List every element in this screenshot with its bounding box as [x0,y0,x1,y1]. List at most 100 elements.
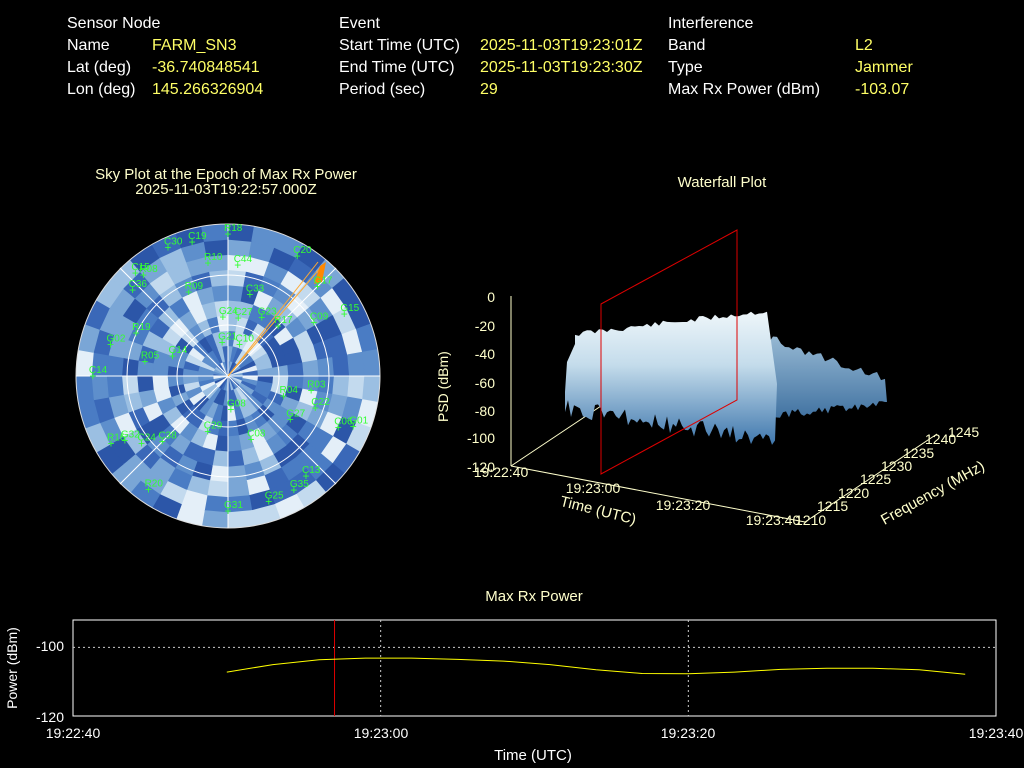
satellite-label: C20 [293,245,312,256]
satellite-marker: + [205,256,212,270]
sky-cell [208,465,229,483]
satellite-label: R08 [139,264,158,275]
sensor-lon-value: 145.266326904 [152,81,264,98]
satellite-label: G27 [286,409,305,420]
sky-cell [105,354,124,377]
satellite-marker: + [310,315,317,329]
sky-cell [227,435,242,453]
time-tick: 19:22:40 [474,464,529,480]
satellite-marker: + [121,433,128,447]
sensor-name-label: Name [67,37,110,54]
satellite-marker: + [107,437,114,451]
event-header: Event [339,15,380,32]
freq-tick: 1210 [795,512,826,528]
sky-cell [121,375,139,396]
interference-band-label: Band [668,37,706,54]
satellite-marker: + [141,354,148,368]
event-start-value: 2025-11-03T19:23:01Z [480,37,643,54]
satellite-marker: + [169,349,176,363]
power-line [226,657,966,675]
satellite-marker: + [235,311,242,325]
psd-tick: -120 [467,459,495,475]
power-y-ticks: -100 -120 [36,638,64,725]
event-period-value: 29 [480,81,498,98]
satellite-layer: +R18+C30 +C19+C20+R10+C44+C15+R08+C36+R09… [89,223,369,518]
freq-ticks: 1210 1215 1220 1225 1230 1235 1240 1245 [795,424,979,528]
satellite-label: C29 [204,421,223,432]
satellite-label: R05 [141,350,160,361]
sky-cell [287,362,305,377]
interference-band-value: L2 [855,37,873,54]
satellite-label: G25 [265,490,284,501]
satellite-marker: + [302,469,309,483]
psd-tick: -60 [475,375,495,391]
satellite-marker: + [185,285,192,299]
interference-power-value: -103.07 [855,81,910,98]
satellite-label: R09 [185,281,204,292]
sky-cell [227,510,255,528]
satellite-label: R17 [274,315,293,326]
power-plot-frame [72,619,997,717]
satellite-label: C06 [334,416,353,427]
sky-cell [347,375,366,401]
satellite-label: R04 [280,385,299,396]
sky-cell [211,284,229,302]
satellite-label: G21 [218,332,237,343]
satellite-label: R19 [132,322,151,333]
psd-tick: -40 [475,346,495,362]
event-end-value: 2025-11-03T19:23:30Z [480,59,643,76]
satellite-label: C10 [236,333,255,344]
satellite-label: C27 [234,307,253,318]
power-grid [73,620,996,716]
freq-tick: 1215 [817,498,848,514]
satellite-label: C19 [188,231,207,242]
sky-cell [201,224,229,242]
sky-cell [302,359,320,377]
power-x-axis-label: Time (UTC) [494,747,572,764]
sky-cell [227,269,248,287]
satellite-marker: + [294,249,301,263]
satellite-label: C36 [129,279,148,290]
satellite-marker: + [219,336,226,350]
psd-tick: -100 [467,430,495,446]
satellite-marker: + [129,283,136,297]
satellite-marker: + [219,310,226,324]
time-axis-label: Time (UTC) [558,493,638,528]
power-x-tick: 19:22:40 [46,725,101,741]
satellite-marker: + [287,413,294,427]
freq-tick: 1230 [881,458,912,474]
sky-cell [317,356,335,377]
sky-cell [105,375,124,398]
epoch-plane [600,229,738,475]
power-x-tick: 19:23:00 [354,725,409,741]
satellite-label: C13 [302,465,321,476]
interference-marker [314,262,326,284]
sky-cell [362,375,380,403]
freq-tick: 1235 [903,445,934,461]
psd-surface [565,311,887,445]
satellite-label: G15 [340,303,359,314]
satellite-label: G01 [349,416,368,427]
satellite-marker: + [350,420,357,434]
sky-cell [121,356,139,377]
sky-cell [227,480,250,499]
freq-tick: 1220 [838,485,869,501]
satellite-label: G24 [219,306,238,317]
interference-type-label: Type [668,59,703,76]
skyplot: +R18+C30 +C19+C20+R10+C44+C15+R08+C36+R09… [75,223,381,529]
satellite-marker: + [227,403,234,417]
sky-cell [347,351,366,377]
interference-direction [227,261,326,377]
satellite-marker: + [165,240,172,254]
sky-cell [206,480,229,499]
skyplot-grid [75,223,381,529]
satellite-marker: + [234,258,241,272]
satellite-marker: + [275,319,282,333]
power-chart-title: Max Rx Power [485,588,583,605]
sensor-lon-label: Lon (deg) [67,81,136,98]
satellite-marker: + [246,287,253,301]
skyplot-subtitle: 2025-11-03T19:22:57.000Z [135,181,317,198]
satellite-label: C14 [89,365,108,376]
satellite-marker: + [89,369,96,383]
satellite-marker: + [138,437,145,451]
